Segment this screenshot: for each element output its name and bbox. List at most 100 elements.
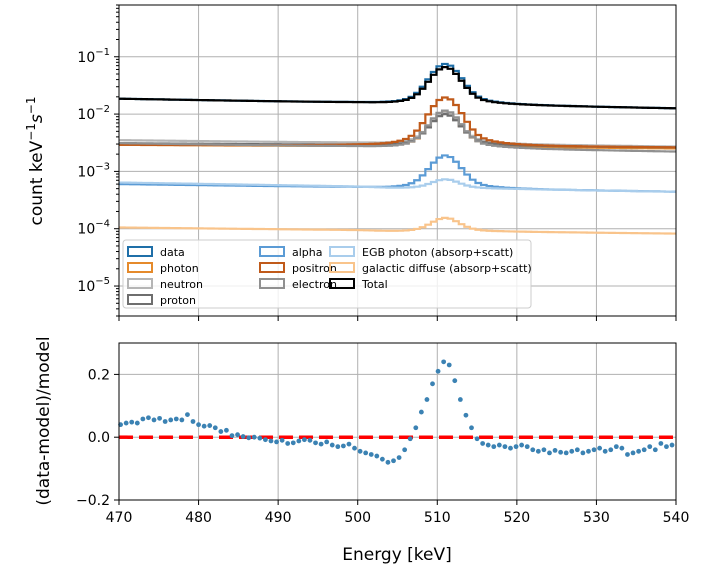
- residual-point: [385, 459, 391, 465]
- residual-point: [413, 425, 419, 431]
- residual-point: [185, 412, 190, 417]
- legend-label-1: photon: [160, 262, 199, 275]
- residual-point: [485, 442, 491, 448]
- residual-point: [352, 445, 357, 451]
- residual-point: [246, 435, 252, 441]
- residual-point: [574, 447, 580, 453]
- series-line-4: [119, 154, 676, 193]
- legend-frame: [122, 239, 532, 309]
- legend-label-9: Total: [361, 278, 388, 291]
- legend-swatch-6: [259, 278, 285, 289]
- residual-point: [340, 443, 346, 449]
- residual-point: [552, 447, 558, 453]
- residual-point: [664, 444, 669, 450]
- spectrum-y-tick-label: 10−2: [77, 104, 110, 123]
- spectrum-series-group: [119, 62, 676, 235]
- residual-point: [619, 445, 625, 451]
- residual-point: [224, 427, 229, 433]
- residual-point: [229, 433, 235, 439]
- residual-point: [519, 442, 525, 448]
- residual-point: [296, 438, 302, 444]
- residual-point: [636, 448, 641, 454]
- residual-point: [123, 420, 129, 426]
- x-tick-label: 490: [265, 510, 292, 526]
- residual-point: [173, 416, 179, 422]
- residual-point: [257, 435, 263, 441]
- residual-panel: 470 480 490 500 510 520 530 540 −0.2 0.0 0.2 (dat…: [34, 336, 689, 565]
- residual-point: [530, 447, 536, 453]
- legend-label-8: galactic diffuse (absorp+scatt): [362, 262, 532, 275]
- residual-point: [179, 417, 185, 423]
- residual-point: [597, 445, 603, 451]
- x-tick-label: 530: [583, 510, 610, 526]
- residual-point: [240, 434, 246, 439]
- residual-point: [452, 378, 458, 384]
- x-axis-label: Energy [keV]: [342, 545, 452, 565]
- residual-point: [374, 453, 380, 459]
- legend-label-0: data: [160, 246, 185, 259]
- residual-axes-frame: [118, 342, 677, 501]
- residual-y-tick-label: −0.2: [76, 493, 110, 509]
- residual-y-tick-label: 0.0: [88, 430, 110, 446]
- legend-swatch-3: [127, 294, 153, 305]
- residual-point: [268, 438, 274, 444]
- residual-point: [480, 441, 486, 446]
- series-line-7: [119, 178, 676, 193]
- residual-point: [151, 417, 157, 423]
- legend-label-4: alpha: [292, 246, 323, 259]
- residual-point: [279, 437, 285, 443]
- residual-point: [335, 444, 341, 450]
- residual-point: [613, 444, 619, 450]
- residual-point: [235, 432, 240, 438]
- spectrum-panel: 10−5 10−4 10−3 10−2 10−1 count keV−1s−1 data…: [24, 4, 677, 321]
- spectrum-y-ticks: 10−5 10−4 10−3 10−2 10−1: [77, 4, 119, 317]
- residual-point: [513, 444, 519, 450]
- residual-point: [391, 458, 396, 464]
- residual-point: [441, 359, 447, 365]
- legend-swatch-0: [127, 246, 153, 257]
- residual-point: [201, 423, 207, 429]
- residual-y-tick-label: 0.2: [88, 367, 110, 383]
- residual-point: [508, 445, 513, 451]
- residual-point: [368, 452, 374, 457]
- residual-point: [396, 455, 402, 461]
- residual-point: [641, 447, 647, 453]
- residual-point: [547, 450, 552, 456]
- residual-point: [363, 450, 369, 456]
- residual-point: [129, 419, 135, 425]
- residual-point: [647, 444, 653, 450]
- series-line-5: [119, 96, 676, 149]
- spectrum-y-tick-label: 10−4: [77, 219, 110, 238]
- legend-label-3: proton: [160, 294, 196, 307]
- residual-point: [168, 417, 174, 423]
- residual-point: [418, 409, 424, 415]
- legend-label-5: positron: [292, 262, 337, 275]
- residual-point: [630, 450, 636, 456]
- legend: data photon neutron proton alpha positron elec…: [122, 239, 532, 309]
- residual-point: [274, 439, 279, 445]
- legend-swatch-8: [329, 262, 355, 273]
- residual-point: [134, 420, 140, 426]
- residual-point: [496, 442, 502, 448]
- x-tick-label: 540: [663, 510, 690, 526]
- legend-swatch-2: [127, 278, 153, 289]
- residual-point: [457, 397, 463, 402]
- x-tick-label: 470: [106, 510, 133, 526]
- x-tick-label: 480: [185, 510, 212, 526]
- residual-point: [586, 448, 591, 454]
- residual-point: [535, 448, 541, 454]
- residual-point: [491, 444, 497, 450]
- spectrum-axes-frame: [118, 4, 677, 317]
- residual-point: [602, 448, 608, 454]
- legend-swatch-4: [259, 246, 285, 257]
- series-line-8: [119, 216, 676, 235]
- residual-point: [669, 442, 675, 448]
- x-tick-label: 510: [424, 510, 451, 526]
- residual-point: [469, 425, 474, 431]
- residual-point: [218, 429, 224, 434]
- residual-point: [407, 436, 413, 442]
- residual-point: [446, 362, 452, 368]
- residual-point: [313, 440, 318, 446]
- residual-point: [435, 368, 441, 374]
